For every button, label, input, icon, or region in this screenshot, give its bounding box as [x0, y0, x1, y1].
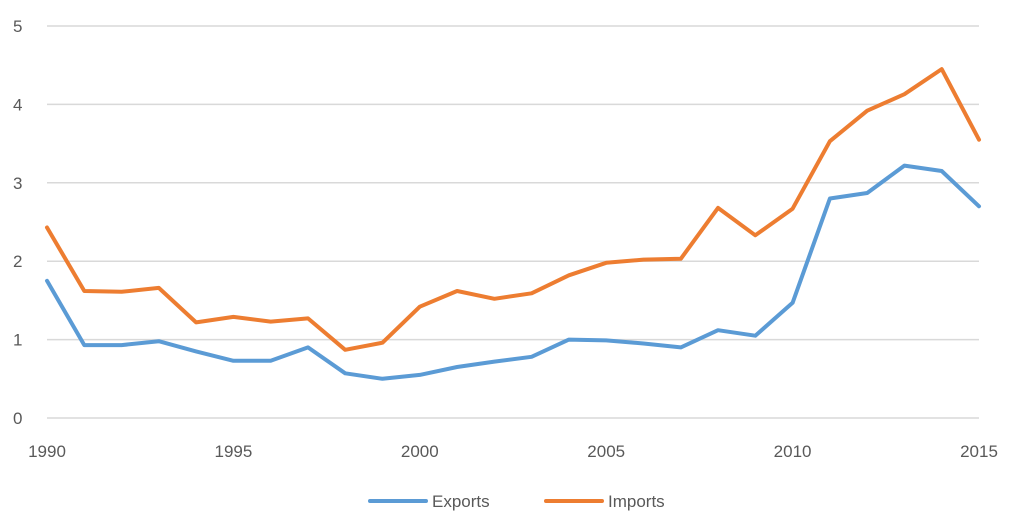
series-line-exports [45, 163, 981, 381]
legend-label-imports: Imports [608, 492, 665, 511]
x-tick-label: 2015 [960, 442, 998, 461]
x-tick-label: 2000 [401, 442, 439, 461]
x-tick-label: 2005 [587, 442, 625, 461]
legend: Exports Imports [368, 492, 665, 511]
x-axis-tick-labels: 1990 1995 2000 2005 2010 2015 [28, 442, 998, 461]
x-tick-label: 1990 [28, 442, 66, 461]
y-tick-label: 5 [13, 17, 22, 36]
legend-label-exports: Exports [432, 492, 490, 511]
x-tick-label: 2010 [774, 442, 812, 461]
series-lines [45, 67, 981, 381]
series-line-imports [45, 67, 981, 352]
y-tick-label: 4 [13, 95, 22, 114]
gridlines [47, 25, 979, 419]
y-tick-label: 0 [13, 409, 22, 428]
y-tick-label: 2 [13, 252, 22, 271]
x-tick-label: 1995 [214, 442, 252, 461]
y-tick-label: 3 [13, 174, 22, 193]
y-tick-label: 1 [13, 331, 22, 350]
y-axis-tick-labels: 0 1 2 3 4 5 [13, 17, 22, 428]
